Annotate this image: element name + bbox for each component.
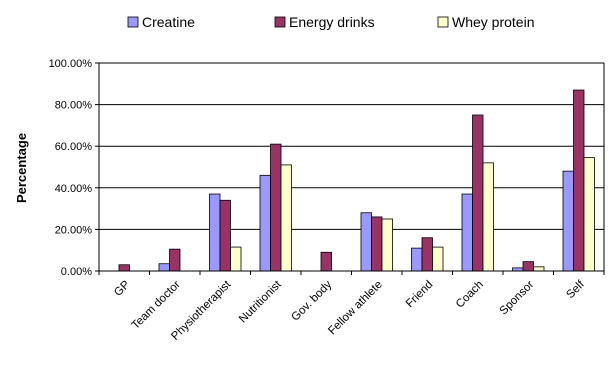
legend-swatch bbox=[437, 16, 449, 28]
x-category-label: Fellow athlete bbox=[326, 279, 385, 338]
y-axis-ticks: 0.00% 20.00% 40.00% 60.00% 80.00% 100.00% bbox=[49, 58, 99, 278]
bar-creatine bbox=[259, 174, 271, 272]
legend-label: Energy drinks bbox=[289, 14, 375, 30]
legend-label: Whey protein bbox=[452, 14, 534, 30]
y-tick-label: 40.00% bbox=[55, 183, 93, 195]
y-tick-label: 20.00% bbox=[55, 224, 93, 236]
bar-energy-drinks bbox=[169, 248, 181, 272]
bar-whey-protein bbox=[230, 246, 242, 272]
x-category-label: Self bbox=[564, 278, 587, 301]
legend-swatch bbox=[127, 16, 139, 28]
legend-swatch bbox=[274, 16, 286, 28]
bar-whey-protein bbox=[432, 246, 444, 272]
legend-label: Creatine bbox=[142, 14, 195, 30]
bar-energy-drinks bbox=[472, 114, 484, 272]
y-tick-label: 100.00% bbox=[49, 58, 93, 70]
bar-energy-drinks bbox=[371, 216, 383, 272]
bar-creatine bbox=[158, 263, 170, 272]
bar-whey-protein bbox=[533, 266, 545, 272]
bar-whey-protein bbox=[583, 157, 595, 272]
bar-creatine bbox=[360, 212, 372, 272]
bar-creatine bbox=[461, 193, 473, 272]
bar-energy-drinks bbox=[219, 199, 231, 272]
y-tick-label: 80.00% bbox=[55, 100, 93, 112]
bar-whey-protein bbox=[482, 162, 494, 272]
y-tick-label: 0.00% bbox=[61, 266, 92, 278]
bar-whey-protein bbox=[381, 218, 393, 272]
bars bbox=[118, 89, 595, 272]
y-axis-label: Percentage bbox=[14, 133, 29, 203]
bar-energy-drinks bbox=[421, 237, 433, 272]
bar-energy-drinks bbox=[573, 89, 585, 272]
bar-whey-protein bbox=[280, 164, 292, 272]
bar-energy-drinks bbox=[270, 143, 282, 272]
x-category-label: Coach bbox=[454, 279, 486, 311]
x-category-label: Gov. body bbox=[289, 278, 334, 323]
bar-creatine bbox=[209, 193, 221, 272]
x-category-label: Team doctor bbox=[130, 279, 183, 332]
bar-creatine bbox=[411, 247, 423, 272]
y-tick-label: 60.00% bbox=[55, 141, 93, 153]
bar-energy-drinks bbox=[320, 251, 332, 272]
x-category-label: Nutritionist bbox=[237, 278, 284, 325]
x-category-label: GP bbox=[112, 278, 132, 298]
bar-energy-drinks bbox=[118, 264, 130, 272]
axes bbox=[98, 63, 605, 272]
gridlines bbox=[99, 62, 604, 230]
legend: Creatine Energy drinks Whey protein bbox=[127, 14, 534, 30]
bar-creatine bbox=[562, 170, 574, 272]
x-category-label: Friend bbox=[404, 279, 436, 311]
x-category-label: Sponsor bbox=[498, 279, 537, 318]
bar-energy-drinks bbox=[522, 261, 534, 272]
